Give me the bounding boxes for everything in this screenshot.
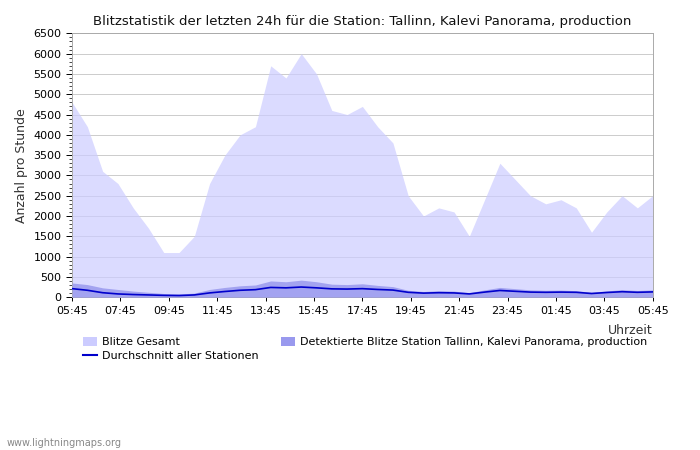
Text: www.lightningmaps.org: www.lightningmaps.org — [7, 438, 122, 448]
Text: Uhrzeit: Uhrzeit — [608, 324, 652, 337]
Y-axis label: Anzahl pro Stunde: Anzahl pro Stunde — [15, 108, 28, 223]
Legend: Blitze Gesamt, Durchschnitt aller Stationen, Detektierte Blitze Station Tallinn,: Blitze Gesamt, Durchschnitt aller Statio… — [83, 337, 648, 361]
Title: Blitzstatistik der letzten 24h für die Station: Tallinn, Kalevi Panorama, produc: Blitzstatistik der letzten 24h für die S… — [93, 15, 631, 28]
